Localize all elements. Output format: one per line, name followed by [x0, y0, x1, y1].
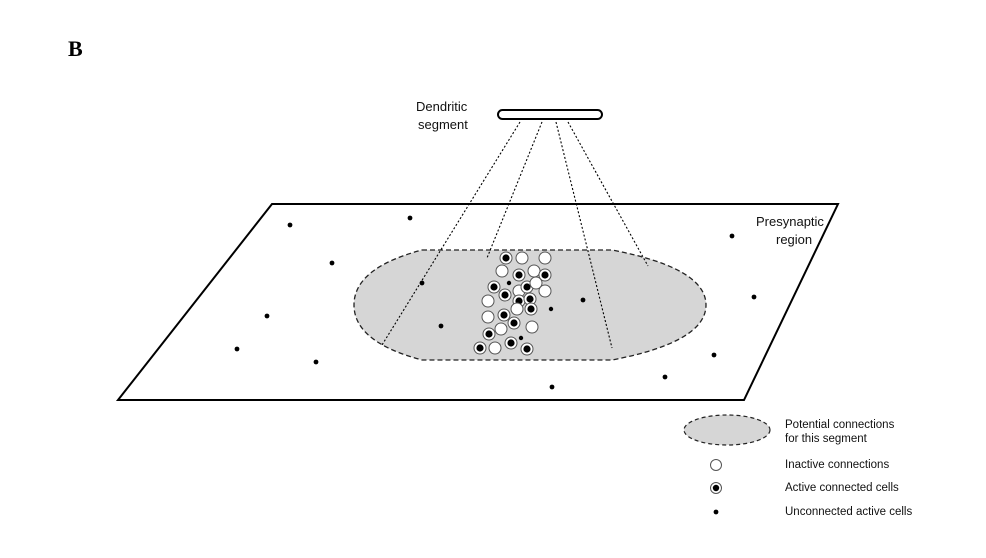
active-connected-cell — [538, 268, 552, 282]
unconnected-active-cell — [506, 280, 512, 286]
unconnected-active-cell — [419, 280, 425, 286]
unconnected-active-cell — [407, 215, 413, 221]
active-connected-cell — [487, 280, 501, 294]
unconnected-active-cell — [548, 306, 554, 312]
inactive-connection-cell — [515, 251, 529, 265]
unconnected-active-cell — [234, 346, 240, 352]
legend-unconnected-swatch — [713, 509, 719, 515]
inactive-connection-cell — [481, 294, 495, 308]
pool-cells — [473, 251, 554, 356]
unconnected-active-cell — [549, 384, 555, 390]
inactive-connection-cell — [538, 284, 552, 298]
inactive-connection-cell — [481, 310, 495, 324]
legend-unconnected-label: Unconnected active cells — [785, 506, 912, 518]
legend-potential-swatch — [683, 414, 771, 446]
projection-line — [555, 121, 613, 349]
projection-line — [567, 121, 649, 267]
legend-potential-label-line1: Potential connections — [785, 419, 895, 431]
active-connected-cell — [507, 316, 521, 330]
active-connected-cell — [520, 280, 534, 294]
unconnected-active-cell — [751, 294, 757, 300]
active-connected-cell — [497, 308, 511, 322]
unconnected-active-cell — [711, 352, 717, 358]
legend-active-connected-label: Active connected cells — [785, 482, 899, 494]
inactive-connection-cell — [527, 264, 541, 278]
unconnected-active-cell — [438, 323, 444, 329]
unconnected-active-cell — [518, 335, 524, 341]
panel-letter: B — [68, 36, 83, 61]
legend: Potential connections for this segment I… — [683, 414, 912, 518]
legend-active-connected-swatch — [710, 482, 722, 494]
unconnected-active-cell — [729, 233, 735, 239]
projection-line — [486, 121, 543, 259]
active-connected-cell — [498, 288, 512, 302]
unconnected-active-cell — [662, 374, 668, 380]
legend-inactive-label: Inactive connections — [785, 459, 889, 471]
inactive-connection-cell — [510, 302, 524, 316]
inactive-connection-cell — [495, 264, 509, 278]
inactive-connection-cell — [488, 341, 502, 355]
active-connected-cell — [473, 341, 487, 355]
inactive-connection-cell — [494, 322, 508, 336]
active-connected-cell — [482, 327, 496, 341]
legend-potential-label-line2: for this segment — [785, 433, 868, 445]
dendritic-segment-label-line2: segment — [418, 117, 468, 132]
inactive-connection-cell — [529, 276, 543, 290]
unconnected-active-cell — [580, 297, 586, 303]
active-connected-cell — [520, 342, 534, 356]
presynaptic-region-label-line1: Presynaptic — [756, 214, 824, 229]
unconnected-active-cell — [287, 222, 293, 228]
legend-inactive-swatch — [710, 459, 722, 471]
presynaptic-region-label-line2: region — [776, 232, 812, 247]
unconnected-active-cell — [264, 313, 270, 319]
inactive-connection-cell — [538, 251, 552, 265]
dendritic-segment-label-line1: Dendritic — [416, 99, 468, 114]
active-connected-cell — [504, 336, 518, 350]
dendritic-segment — [497, 109, 603, 120]
projection-lines — [381, 121, 649, 349]
active-connected-cell — [512, 268, 526, 282]
inactive-connection-cell — [525, 320, 539, 334]
unconnected-active-cell — [329, 260, 335, 266]
active-connected-cell — [499, 251, 513, 265]
active-connected-cell — [524, 302, 538, 316]
active-connected-cell — [523, 292, 537, 306]
unconnected-active-cell — [313, 359, 319, 365]
unconnected-cells — [234, 215, 757, 390]
